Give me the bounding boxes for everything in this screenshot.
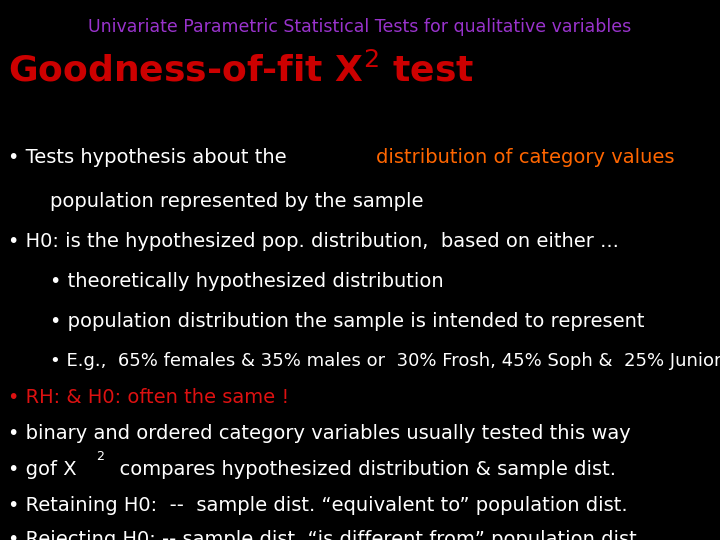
Text: • binary and ordered category variables usually tested this way: • binary and ordered category variables … <box>8 424 631 443</box>
Text: • Tests hypothesis about the: • Tests hypothesis about the <box>8 148 293 167</box>
Text: • E.g.,  65% females & 35% males or  30% Frosh, 45% Soph &  25% Juniors: • E.g., 65% females & 35% males or 30% F… <box>50 352 720 370</box>
Text: compares hypothesized distribution & sample dist.: compares hypothesized distribution & sam… <box>107 460 616 479</box>
Text: • gof X: • gof X <box>8 460 76 479</box>
Text: distribution of category values: distribution of category values <box>376 148 674 167</box>
Text: • Retaining H0:  --  sample dist. “equivalent to” population dist.: • Retaining H0: -- sample dist. “equival… <box>8 496 628 515</box>
Text: population represented by the sample: population represented by the sample <box>50 192 423 211</box>
Text: • theoretically hypothesized distribution: • theoretically hypothesized distributio… <box>50 272 444 291</box>
Text: Goodness-of-fit $\mathregular{X}^2$ test: Goodness-of-fit $\mathregular{X}^2$ test <box>8 52 474 88</box>
Text: 2: 2 <box>96 450 104 463</box>
Text: • RH: & H0: often the same !: • RH: & H0: often the same ! <box>8 388 289 407</box>
Text: Univariate Parametric Statistical Tests for qualitative variables: Univariate Parametric Statistical Tests … <box>89 18 631 36</box>
Text: • population distribution the sample is intended to represent: • population distribution the sample is … <box>50 312 644 331</box>
Text: • H0: is the hypothesized pop. distribution,  based on either ...: • H0: is the hypothesized pop. distribut… <box>8 232 619 251</box>
Text: • Rejecting H0: -- sample dist. “is different from” population dist.: • Rejecting H0: -- sample dist. “is diff… <box>8 530 643 540</box>
